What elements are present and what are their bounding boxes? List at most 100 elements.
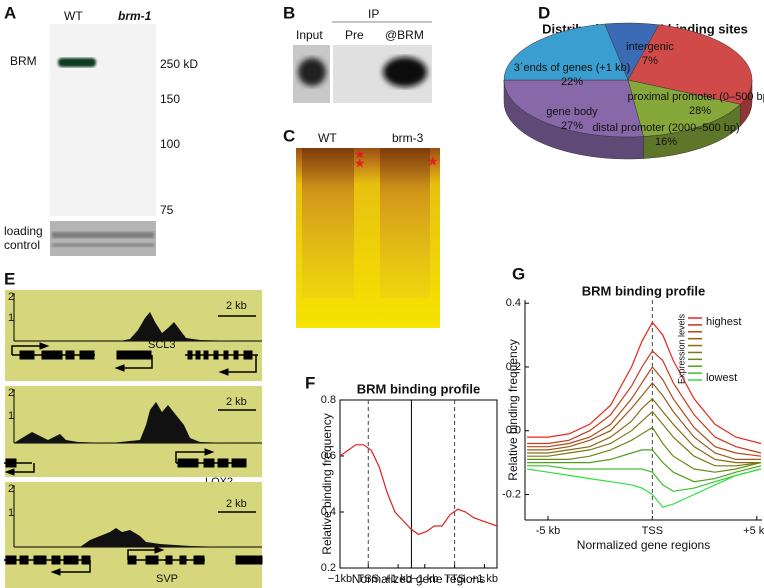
gene-model [11, 342, 258, 376]
star: ★ [427, 153, 439, 168]
y-tick-label: 0.0 [506, 425, 521, 437]
gel-lane [302, 148, 354, 298]
value-label: 22% [561, 76, 583, 88]
data-line [527, 350, 762, 454]
marker-label: 150 [160, 92, 180, 106]
slice-label: 3´ends of genes (+1 kb) [514, 62, 631, 74]
y-tick-label: 0.2 [506, 361, 521, 373]
y-tick-label: 0.4 [321, 506, 336, 518]
value-label: 7% [642, 55, 658, 67]
band [298, 58, 326, 86]
pie-slice [503, 79, 644, 138]
signal-peak [80, 528, 230, 547]
lane-label: Pre [345, 28, 364, 42]
gene-model [4, 448, 247, 476]
data-line [527, 468, 762, 508]
gene-model [4, 546, 263, 576]
data-line [527, 426, 762, 473]
pie-slice [627, 24, 753, 105]
y-tick-label: -0.2 [502, 488, 521, 500]
x-tick-label: TSS [358, 573, 379, 585]
panel-letter: B [283, 3, 295, 22]
x-tick-label: +5 kb [743, 525, 764, 537]
data-line [527, 381, 761, 460]
control-label: control [4, 238, 40, 252]
x-axis-label: Normalized gene regions [352, 572, 485, 586]
panel-letter: A [4, 3, 16, 22]
track-tick: 2 [8, 291, 14, 303]
scale-label: 2 kb [226, 300, 247, 312]
x-tick-label: −1kb [328, 573, 352, 585]
lane-label: WT [64, 9, 83, 23]
panel-d: D [538, 3, 550, 22]
signal-peak [120, 312, 240, 341]
band [52, 232, 154, 238]
panel-letter: E [4, 269, 15, 288]
panel-e: E 2 1 2 kb SCL3 [4, 269, 263, 588]
blot [50, 24, 156, 216]
data-line [527, 410, 762, 467]
scale-label: 2 kb [226, 396, 247, 408]
data-line [527, 321, 762, 445]
x-tick-label: TTS [444, 573, 465, 585]
track-tick: 2 [8, 483, 14, 495]
lane-label: brm-1 [118, 9, 152, 23]
legend-label: lowest [706, 372, 737, 384]
panel-b: B IP Input Pre @BRM [283, 3, 432, 103]
y-axis-label: Relative binding frequency [320, 413, 334, 554]
data-line [339, 444, 498, 536]
pie-slice [503, 23, 629, 81]
star: ★ [354, 155, 366, 170]
y-tick-label: 0.4 [506, 297, 521, 309]
slice-label: distal promoter (2000–500 bp) [592, 122, 739, 134]
y-tick-label: 0.8 [321, 394, 336, 406]
panel-letter: G [512, 264, 525, 283]
lane-label: @BRM [385, 28, 424, 42]
band [58, 58, 96, 67]
x-tick-label: −1 kb [411, 573, 438, 585]
data-line [527, 465, 762, 492]
data-line [527, 365, 762, 457]
marker-label: 100 [160, 137, 180, 151]
marker-label: 250 kD [160, 57, 198, 71]
chart-title: BRM binding profile [582, 283, 705, 298]
protein-label: BRM [10, 54, 37, 68]
gene-label: SCL3 [148, 339, 176, 351]
track-tick: 1 [8, 410, 14, 422]
y-tick-label: 0.2 [321, 562, 336, 574]
star: ★ [354, 146, 366, 161]
marker-label: 75 [160, 203, 174, 217]
chart-title: BRM binding profile [357, 381, 480, 396]
lane-label: Input [296, 28, 323, 42]
panel-c: C WT brm-3 ★ ★ ★ [283, 126, 440, 328]
x-tick-label: +1 kb [384, 573, 411, 585]
x-tick-label: TSS [642, 525, 663, 537]
gel-lane [380, 148, 430, 298]
panel-letter: D [538, 3, 550, 22]
track-tick: 1 [8, 507, 14, 519]
x-tick-label: +1 kb [471, 573, 498, 585]
lane-label: brm-3 [392, 131, 424, 145]
gene-label: SVP [156, 573, 178, 585]
lane-label: WT [318, 131, 337, 145]
panel-letter: F [305, 373, 315, 392]
legend-title: Expression levels [676, 313, 686, 384]
signal-peak [14, 402, 230, 443]
data-line [527, 397, 761, 464]
value-label: 28% [689, 105, 711, 117]
x-tick-label: -5 kb [536, 525, 560, 537]
slice-label: gene body [546, 106, 598, 118]
track-tick: 1 [8, 312, 14, 324]
band [52, 243, 154, 247]
slice-label: intergenic [626, 41, 674, 53]
panel-a: A WT brm-1 BRM 250 kD 150 100 75 loading… [4, 3, 198, 256]
x-axis-label: Normalized gene regions [577, 538, 710, 552]
value-label: 27% [561, 120, 583, 132]
data-line [527, 449, 762, 483]
plot-frame [339, 399, 498, 569]
legend-label: highest [706, 316, 741, 328]
slice-label: proximal promoter (0–500 bp) [628, 91, 764, 103]
y-tick-label: 0.6 [321, 450, 336, 462]
pie-slice [627, 79, 741, 137]
